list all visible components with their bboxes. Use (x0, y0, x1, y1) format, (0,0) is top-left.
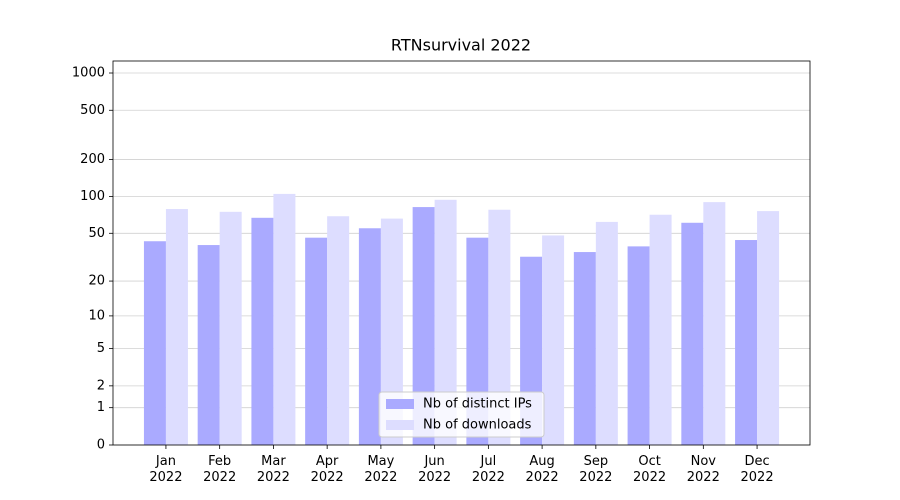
y-tick-label: 20 (88, 274, 105, 289)
bar (649, 214, 672, 445)
y-tick-label: 1000 (72, 66, 105, 81)
bar (412, 207, 435, 445)
bar (251, 217, 274, 445)
x-tick-label: Sep 2022 (579, 454, 612, 485)
bar (143, 241, 166, 445)
bar (219, 211, 242, 445)
bar (305, 237, 328, 445)
y-tick-label: 2 (97, 378, 105, 393)
y-tick-label: 500 (80, 103, 105, 118)
legend: Nb of distinct IPs Nb of downloads (378, 391, 545, 438)
x-tick-label: Jan 2022 (149, 454, 182, 485)
y-tick-label: 50 (88, 226, 105, 241)
x-tick-label: Aug 2022 (526, 454, 559, 485)
bar (735, 240, 758, 445)
x-tick-label: Mar 2022 (257, 454, 290, 485)
legend-label: Nb of downloads (423, 418, 532, 433)
bar (358, 228, 381, 445)
legend-swatch (386, 399, 414, 409)
y-tick-label: 100 (80, 189, 105, 204)
y-tick-label: 0 (97, 438, 105, 453)
bar (595, 221, 618, 445)
bar (703, 202, 726, 445)
y-tick-label: 5 (97, 341, 105, 356)
bar (573, 252, 596, 445)
y-tick-label: 1 (97, 400, 105, 415)
bar (380, 218, 403, 445)
y-tick-label: 200 (80, 152, 105, 167)
x-tick-label: May 2022 (364, 454, 397, 485)
bar (542, 235, 565, 445)
bar (327, 216, 350, 445)
bar (627, 246, 650, 445)
legend-label: Nb of distinct IPs (423, 397, 532, 412)
x-tick-label: Dec 2022 (741, 454, 774, 485)
legend-box (378, 391, 545, 438)
y-tick-label: 10 (88, 308, 105, 323)
chart-title: RTNsurvival 2022 (391, 36, 531, 55)
plot-frame (112, 60, 811, 446)
legend-swatch (386, 420, 414, 430)
x-tick-label: Feb 2022 (203, 454, 236, 485)
x-tick-label: Nov 2022 (687, 454, 720, 485)
bar (273, 193, 296, 445)
bar (434, 199, 457, 445)
bar (165, 209, 188, 445)
bar (488, 209, 511, 445)
x-tick-label: Oct 2022 (633, 454, 666, 485)
bar (757, 211, 780, 445)
x-tick-label: Apr 2022 (311, 454, 344, 485)
bar (197, 245, 220, 445)
x-tick-label: Jul 2022 (472, 454, 505, 485)
x-tick-label: Jun 2022 (418, 454, 451, 485)
bar (681, 222, 704, 445)
